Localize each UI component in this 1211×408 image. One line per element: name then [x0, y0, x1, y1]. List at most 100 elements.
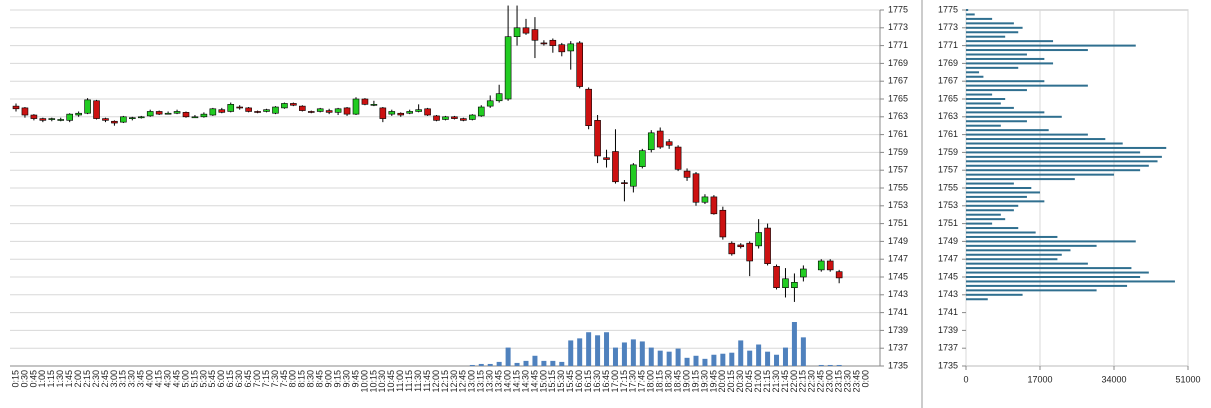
- x-tick-label: 19:45: [708, 370, 718, 393]
- candle-body: [442, 116, 449, 120]
- candle-body: [48, 118, 56, 120]
- candle-body: [361, 98, 369, 105]
- x-tick-label: 6:45: [243, 370, 253, 388]
- profile-bar: [966, 222, 993, 225]
- volume-bar: [648, 347, 654, 366]
- x-tick-label: 11:45: [422, 370, 432, 392]
- x-tick-label: 11:15: [404, 370, 414, 392]
- candle-body: [352, 98, 360, 115]
- x-tick-label: 6:15: [225, 370, 235, 388]
- candle-body: [755, 232, 762, 247]
- candle-body: [263, 109, 270, 112]
- x-tick-label: 18:15: [655, 370, 665, 393]
- y-tick-label: 1755: [938, 182, 958, 192]
- x-tick-label: 0:45: [28, 370, 38, 388]
- y-tick-label: 1759: [938, 147, 958, 157]
- x-tick-label: 20:30: [735, 370, 745, 393]
- candle-body: [737, 244, 745, 248]
- profile-bar: [966, 289, 1097, 292]
- candle-body: [39, 118, 47, 121]
- profile-bar: [966, 40, 1054, 43]
- candle-body: [746, 242, 753, 262]
- candle-body: [227, 104, 235, 112]
- profile-bar: [966, 133, 1088, 136]
- volume-bar: [514, 362, 520, 366]
- candle-body: [299, 105, 306, 111]
- candle-body: [469, 114, 476, 120]
- profile-bar: [966, 142, 1123, 145]
- volume-bar: [720, 353, 726, 366]
- profile-bar: [966, 138, 1106, 141]
- volume-bar: [666, 351, 672, 366]
- candle-body: [835, 271, 843, 279]
- volume-bar: [774, 354, 780, 366]
- x-tick-label: 5:30: [198, 370, 208, 388]
- y-tick-label: 1745: [888, 271, 908, 281]
- x-tick-label: 22:00: [789, 370, 799, 393]
- x-tick-label: 10:15: [368, 370, 378, 393]
- profile-bar: [966, 9, 969, 11]
- volume-bar: [782, 347, 788, 366]
- profile-bar: [966, 160, 1158, 163]
- x-tick-label: 17000: [1027, 374, 1052, 384]
- profile-bar: [966, 115, 1062, 118]
- profile-bar: [966, 151, 1141, 154]
- y-tick-label: 1759: [888, 147, 908, 157]
- x-tick-label: 8:30: [306, 370, 316, 388]
- y-tick-label: 1751: [888, 218, 908, 228]
- x-tick-label: 22:30: [807, 370, 817, 393]
- candle-body: [254, 111, 261, 113]
- x-tick-label: 14:00: [502, 370, 512, 393]
- candle-body: [594, 120, 601, 157]
- x-tick-label: 17:00: [610, 370, 620, 393]
- profile-bar: [966, 80, 1045, 83]
- candle-body: [290, 103, 297, 106]
- y-tick-label: 1751: [938, 218, 958, 228]
- candle-body: [120, 116, 127, 123]
- profile-bar: [966, 253, 1062, 256]
- candle-body: [621, 182, 628, 184]
- x-tick-label: 14:30: [520, 370, 530, 393]
- candle-body: [639, 150, 646, 167]
- x-tick-label: 15:00: [538, 370, 548, 393]
- profile-bar: [966, 169, 1141, 172]
- x-tick-label: 11:30: [413, 370, 423, 392]
- profile-bar: [966, 35, 1006, 38]
- x-tick-label: 19:30: [699, 370, 709, 393]
- profile-bar: [966, 195, 1027, 198]
- volume-bar: [738, 340, 744, 366]
- y-tick-label: 1773: [938, 22, 958, 32]
- candle-body: [504, 36, 512, 100]
- volume-bar: [586, 332, 592, 366]
- x-tick-label: 10:45: [386, 370, 396, 393]
- candle-body: [370, 104, 378, 106]
- y-tick-label: 1739: [888, 325, 908, 335]
- x-tick-label: 17:15: [619, 370, 629, 393]
- candle-body: [218, 109, 226, 113]
- profile-bar: [966, 240, 1136, 243]
- y-tick-label: 1747: [938, 254, 958, 264]
- candle-body: [316, 108, 324, 112]
- candle-body: [665, 141, 673, 146]
- x-tick-label: 8:00: [288, 370, 298, 388]
- candle-body: [173, 111, 181, 114]
- x-tick-label: 23:15: [834, 370, 844, 393]
- volume-bar: [693, 355, 699, 366]
- x-tick-label: 2:30: [91, 370, 101, 388]
- y-tick-label: 1753: [938, 200, 958, 210]
- volume-bar: [836, 364, 842, 366]
- volume-bar: [541, 360, 547, 366]
- y-tick-label: 1765: [888, 93, 908, 103]
- profile-bar: [966, 213, 1001, 216]
- volume-bar: [505, 347, 511, 366]
- y-tick-label: 1735: [938, 360, 958, 370]
- x-tick-label: 7:15: [261, 370, 271, 388]
- volume-bar: [604, 332, 610, 366]
- x-tick-label: 4:45: [171, 370, 181, 388]
- x-tick-label: 15:30: [556, 370, 566, 393]
- x-tick-label: 14:15: [511, 370, 521, 393]
- y-tick-label: 1749: [888, 236, 908, 246]
- y-tick-label: 1737: [888, 343, 908, 353]
- y-tick-label: 1773: [888, 22, 908, 32]
